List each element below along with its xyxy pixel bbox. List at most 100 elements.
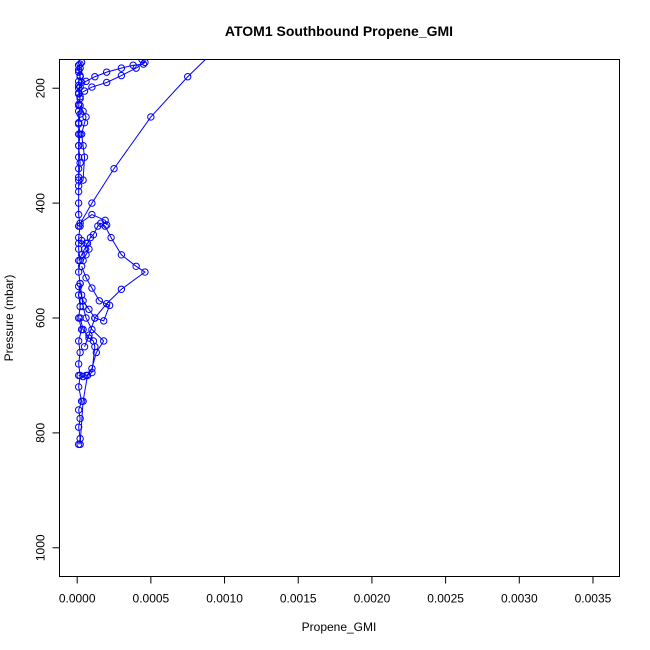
data-point — [88, 83, 96, 91]
data-point — [89, 231, 98, 239]
y-tick-label: 600 — [34, 308, 48, 328]
chart-title: ATOM1 Southbound Propene_GMI — [225, 23, 453, 39]
x-tick-label: 0.0005 — [133, 592, 170, 606]
data-point — [117, 71, 126, 80]
data-point — [74, 141, 83, 150]
data-point — [141, 268, 149, 276]
series-line-9 — [78, 63, 144, 86]
data-point — [74, 187, 83, 196]
data-point — [129, 61, 137, 69]
data-point — [74, 360, 83, 368]
data-point — [117, 251, 126, 259]
data-point — [79, 256, 87, 265]
data-point — [80, 153, 89, 161]
data-point — [74, 423, 83, 431]
series-line-2 — [79, 283, 105, 445]
data-point — [82, 77, 90, 86]
data-point — [139, 60, 148, 68]
data-point — [74, 68, 83, 76]
data-point — [79, 107, 87, 115]
data-point — [76, 159, 84, 167]
data-point — [74, 182, 83, 190]
data-point — [102, 68, 111, 76]
data-point — [74, 199, 83, 207]
data-point — [74, 210, 83, 219]
y-axis-label: Pressure (mbar) — [2, 275, 16, 362]
data-point — [79, 141, 87, 150]
data-point — [74, 222, 83, 230]
data-point — [74, 406, 83, 414]
series-line-3 — [78, 266, 111, 322]
data-point — [82, 251, 90, 259]
y-tick-label: 200 — [34, 78, 48, 98]
y-tick-label: 800 — [34, 423, 48, 443]
data-point — [82, 239, 90, 248]
x-tick-label: 0.0030 — [501, 592, 538, 606]
series-line-10 — [78, 105, 87, 187]
data-point — [101, 216, 109, 225]
data-point — [74, 81, 83, 90]
data-point — [74, 282, 83, 291]
x-tick-label: 0.0010 — [206, 592, 243, 606]
data-point — [76, 348, 84, 357]
x-tick-label: 0.0025 — [427, 592, 464, 606]
y-axis: 200 400 600 800 1000 — [34, 78, 60, 561]
data-point — [79, 176, 87, 184]
data-point — [74, 383, 83, 391]
x-tick-label: 0.0000 — [59, 592, 96, 606]
data-point — [76, 101, 84, 110]
data-point — [76, 414, 84, 423]
data-point — [88, 199, 96, 207]
data-point — [76, 440, 84, 449]
data-point — [132, 262, 140, 270]
data-point — [110, 164, 118, 173]
data-point — [74, 245, 83, 253]
data-point — [80, 87, 89, 95]
data-point — [82, 113, 90, 121]
data-point — [102, 78, 111, 87]
data-point — [74, 268, 83, 276]
data-point — [102, 221, 111, 229]
data-point — [88, 368, 96, 377]
data-point — [74, 256, 83, 265]
series-line-8 — [78, 59, 146, 95]
data-point — [85, 305, 93, 314]
series-line-6 — [79, 214, 108, 226]
data-point — [74, 371, 83, 380]
data-point — [102, 299, 111, 308]
data-point — [76, 314, 84, 322]
plot-data-group — [74, 59, 207, 449]
data-point — [79, 397, 87, 405]
data-point — [91, 314, 99, 322]
data-point — [77, 59, 86, 67]
data-point — [88, 210, 96, 219]
data-point — [100, 337, 108, 345]
data-point — [85, 334, 93, 342]
data-point — [79, 325, 87, 334]
data-point — [107, 233, 115, 242]
data-point — [74, 90, 83, 98]
data-point — [82, 371, 90, 380]
data-point — [80, 343, 89, 351]
y-tick-label: 400 — [34, 193, 48, 213]
data-point — [101, 222, 109, 230]
data-point — [88, 284, 96, 292]
x-axis: 0.0000 0.0005 0.0010 0.0015 0.0020 0.0025 0.00… — [59, 576, 612, 606]
data-point — [77, 130, 86, 138]
data-point — [184, 73, 192, 81]
data-point — [79, 302, 87, 311]
data-point — [74, 337, 83, 345]
data-point — [147, 113, 155, 121]
x-tick-label: 0.0015 — [280, 592, 317, 606]
data-point — [138, 59, 146, 64]
series-line-7 — [78, 59, 207, 227]
data-point — [85, 245, 93, 253]
data-point — [79, 297, 87, 305]
data-point — [91, 73, 99, 81]
data-point — [117, 285, 126, 293]
data-point — [82, 274, 90, 282]
y-tick-label: 1000 — [34, 534, 48, 561]
data-point — [95, 297, 103, 305]
